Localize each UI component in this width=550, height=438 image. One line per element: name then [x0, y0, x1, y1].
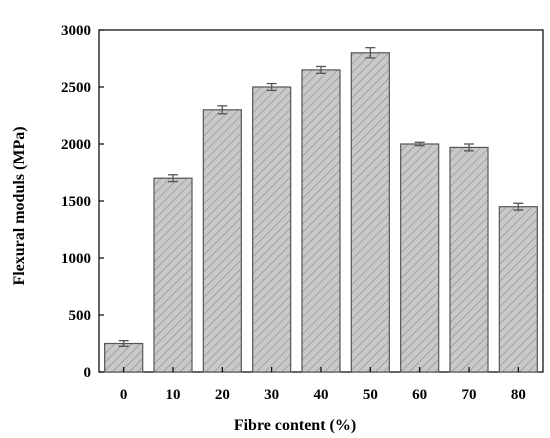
y-tick-label: 3000: [61, 23, 91, 39]
y-tick-label: 2500: [61, 80, 91, 96]
bars-group: [104, 52, 538, 373]
x-tick-label: 40: [314, 387, 329, 403]
y-tick-label: 2000: [61, 137, 91, 153]
bar: [301, 69, 341, 373]
y-tick-label: 500: [69, 308, 92, 324]
bar: [350, 52, 390, 373]
bar: [202, 109, 242, 373]
y-tick-label: 1000: [61, 251, 91, 267]
bar: [498, 206, 538, 373]
y-axis: 0 500 1000 1500 2000 2500 3000: [61, 23, 104, 381]
bar: [252, 86, 292, 373]
x-tick-label: 50: [363, 387, 378, 403]
x-tick-label: 60: [412, 387, 427, 403]
x-tick-label: 30: [264, 387, 279, 403]
bar: [400, 143, 440, 373]
x-axis-label: Fibre content (%): [234, 417, 356, 434]
x-tick-label: 20: [215, 387, 230, 403]
bar: [153, 177, 193, 373]
x-tick-label: 10: [166, 387, 181, 403]
x-tick-label: 0: [120, 387, 128, 403]
y-tick-label: 1500: [61, 194, 91, 210]
error-bars-group: [118, 47, 524, 348]
x-axis: 0 10 20 30 40 50 60 70 80: [120, 367, 526, 403]
x-tick-label: 70: [462, 387, 477, 403]
x-tick-label: 80: [511, 387, 526, 403]
y-axis-label: Flexural moduls (MPa): [11, 126, 28, 285]
bar: [449, 146, 489, 373]
y-tick-label: 0: [84, 365, 92, 381]
